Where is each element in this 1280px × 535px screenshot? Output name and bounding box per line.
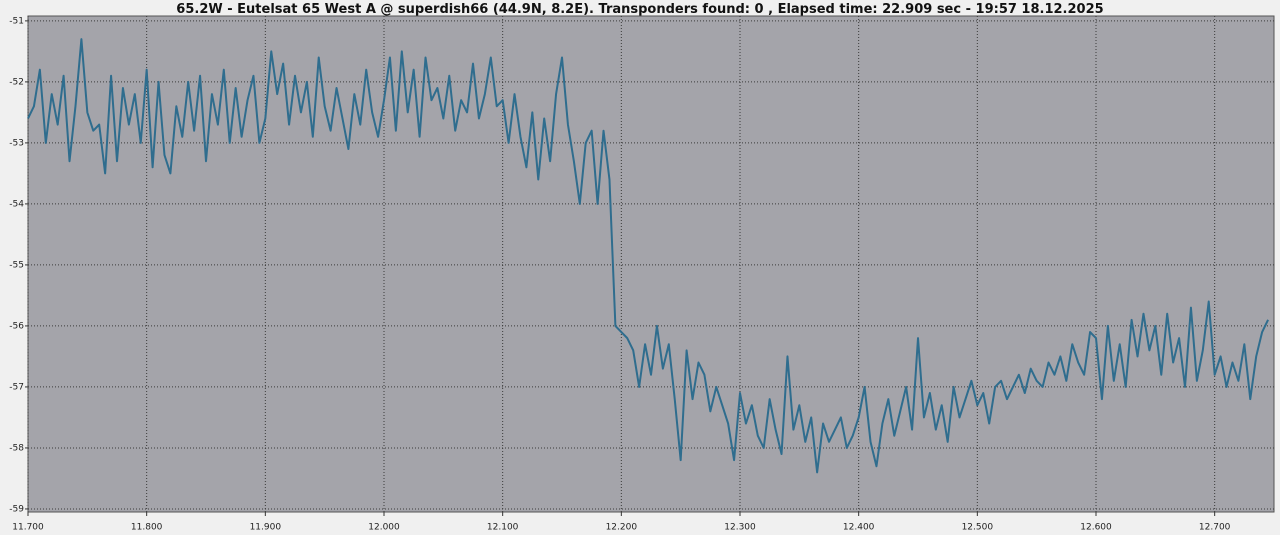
y-tick-label: -56 bbox=[9, 321, 24, 331]
plot-area bbox=[27, 15, 1275, 513]
y-tick-label: -59 bbox=[9, 504, 24, 514]
x-tick-label: 11.900 bbox=[250, 523, 282, 533]
x-tick-label: 11.700 bbox=[12, 523, 44, 533]
x-tick-label: 11.800 bbox=[131, 523, 163, 533]
chart-title: 65.2W - Eutelsat 65 West A @ superdish66… bbox=[176, 2, 1103, 17]
y-tick-label: -53 bbox=[9, 138, 24, 148]
signal-line bbox=[27, 38, 1269, 474]
y-tick-label: -57 bbox=[9, 382, 24, 392]
x-tick-label: 12.200 bbox=[606, 523, 638, 533]
x-tick-label: 12.500 bbox=[962, 523, 994, 533]
y-tick-label: -51 bbox=[9, 16, 24, 26]
y-tick-label: -58 bbox=[9, 443, 24, 453]
y-tick-label: -52 bbox=[9, 77, 24, 87]
x-tick-label: 12.700 bbox=[1199, 523, 1231, 533]
x-tick-label: 12.600 bbox=[1080, 523, 1112, 533]
x-tick-label: 12.000 bbox=[368, 523, 400, 533]
y-tick-label: -54 bbox=[9, 199, 24, 209]
x-tick-label: 12.400 bbox=[843, 523, 875, 533]
x-tick-label: 12.300 bbox=[724, 523, 756, 533]
y-tick-label: -55 bbox=[9, 260, 24, 270]
x-tick-label: 12.100 bbox=[487, 523, 519, 533]
